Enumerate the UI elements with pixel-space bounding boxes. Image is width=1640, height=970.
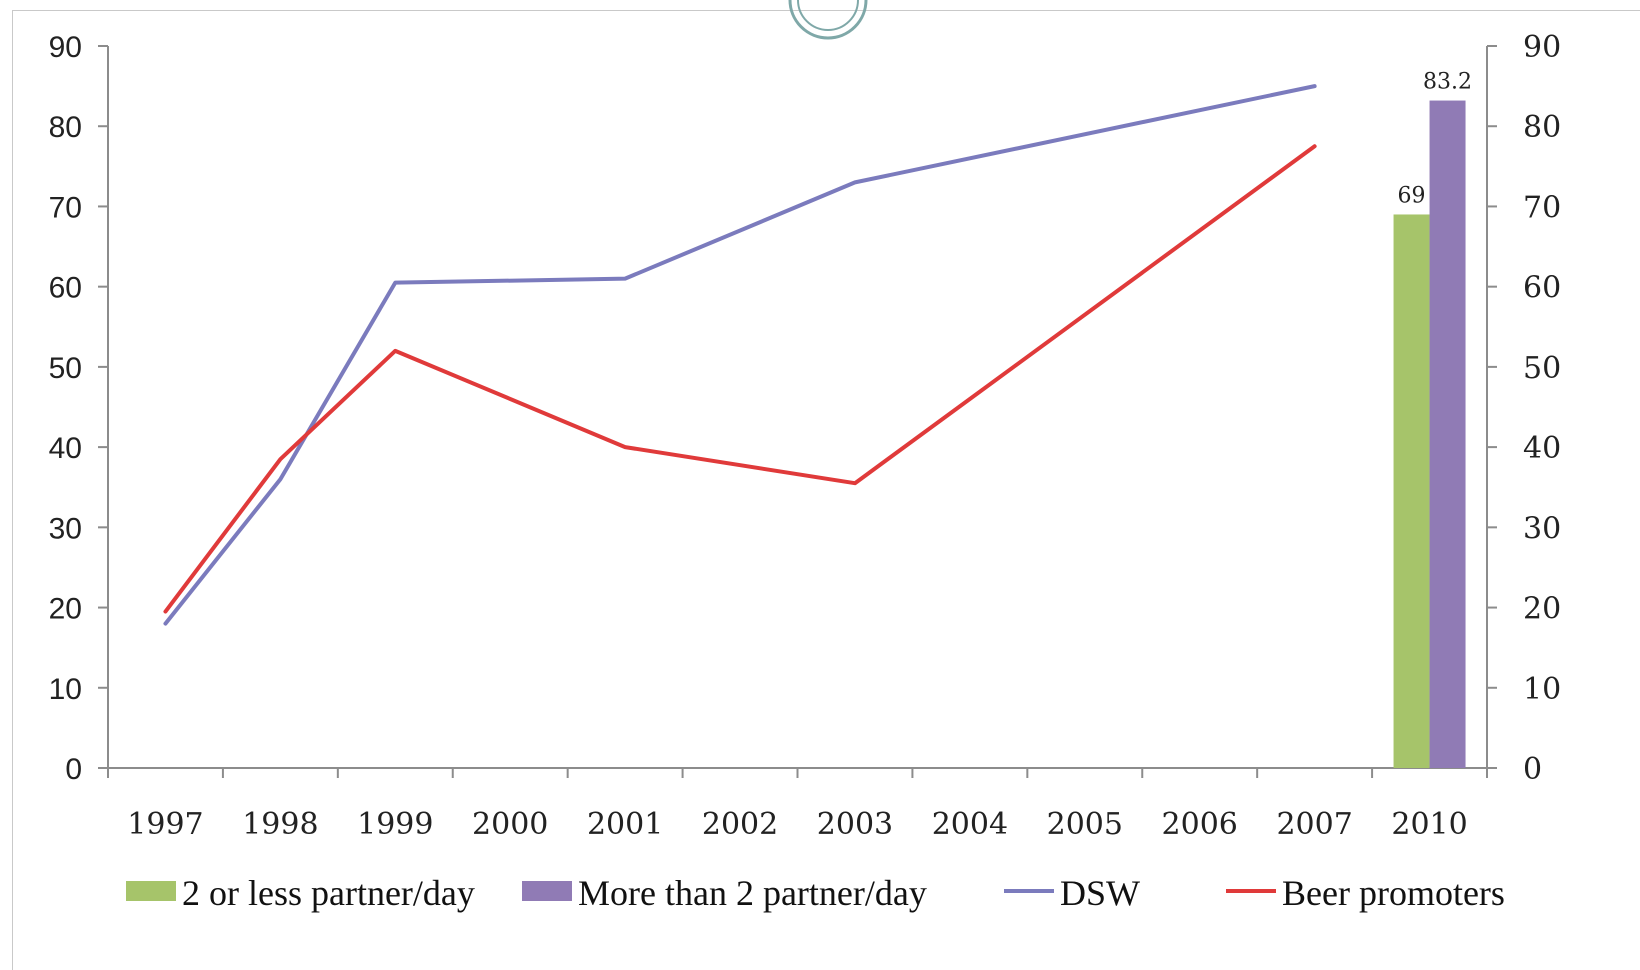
legend-label-more-than-2-partner-day: More than 2 partner/day xyxy=(578,873,927,913)
bar-data-label: 69 xyxy=(1398,183,1426,208)
y-right-tick-label: 80 xyxy=(1523,110,1561,145)
x-tick-label: 2010 xyxy=(1391,807,1467,842)
x-tick-label: 2002 xyxy=(702,807,778,842)
x-tick-label: 2001 xyxy=(587,807,663,842)
legend-swatch-more-than-2-partner-day xyxy=(522,881,572,901)
chart: 0 10 20 30 40 50 60 70 80 90 0 10 20 30 40 50 60 70 80 90 19… xyxy=(49,0,1561,913)
y-left-tick-label: 80 xyxy=(49,111,82,144)
y-left-tick-label: 60 xyxy=(49,272,82,305)
y-left-tick-label: 50 xyxy=(49,352,82,385)
y-left-tick-label: 0 xyxy=(65,753,82,786)
bar-data-label: 83.2 xyxy=(1423,70,1472,95)
x-tick-label: 2003 xyxy=(817,807,893,842)
x-tick-label: 2004 xyxy=(932,807,1008,842)
series-line-beer-promoters xyxy=(163,144,1317,614)
legend-label-beer-promoters: Beer promoters xyxy=(1282,873,1505,913)
header-ornament-circle-inner-icon xyxy=(797,0,859,31)
y-right-tick-label: 90 xyxy=(1523,30,1561,65)
y-right-tick-label: 60 xyxy=(1523,271,1561,306)
legend-label-dsw: DSW xyxy=(1060,873,1140,913)
y-left-tick-label: 30 xyxy=(49,512,82,545)
y-right-tick-label: 70 xyxy=(1523,190,1561,225)
y-left-tick-label: 40 xyxy=(49,432,82,465)
y-left-tick-label: 70 xyxy=(49,191,82,224)
y-left-tick-label: 90 xyxy=(49,31,82,64)
y-left-tick-label: 20 xyxy=(49,593,82,626)
legend-label-2-or-less-partner-day: 2 or less partner/day xyxy=(182,873,475,913)
x-tick-label: 2006 xyxy=(1162,807,1238,842)
x-tick-label: 1998 xyxy=(242,807,318,842)
y-right-tick-label: 20 xyxy=(1523,592,1561,627)
x-tick-label: 1997 xyxy=(127,807,203,842)
slide-frame xyxy=(12,10,1640,970)
y-right-tick-label: 0 xyxy=(1523,752,1542,787)
y-right-tick-label: 10 xyxy=(1523,672,1561,707)
y-left-tick-label: 10 xyxy=(49,673,82,706)
x-tick-label: 2005 xyxy=(1047,807,1123,842)
bar-2-or-less-partner-day xyxy=(1393,214,1430,768)
x-tick-label: 2000 xyxy=(472,807,548,842)
bar-more-than-2-partner-day xyxy=(1429,100,1466,769)
y-right-tick-label: 30 xyxy=(1523,511,1561,546)
y-right-tick-label: 40 xyxy=(1523,431,1561,466)
y-right-tick-label: 50 xyxy=(1523,351,1561,386)
x-tick-label: 1999 xyxy=(357,807,433,842)
x-tick-label: 2007 xyxy=(1276,807,1352,842)
legend-swatch-2-or-less-partner-day xyxy=(126,881,176,901)
series-line-dsw xyxy=(163,84,1317,626)
header-ornament-circle-icon xyxy=(788,0,868,40)
